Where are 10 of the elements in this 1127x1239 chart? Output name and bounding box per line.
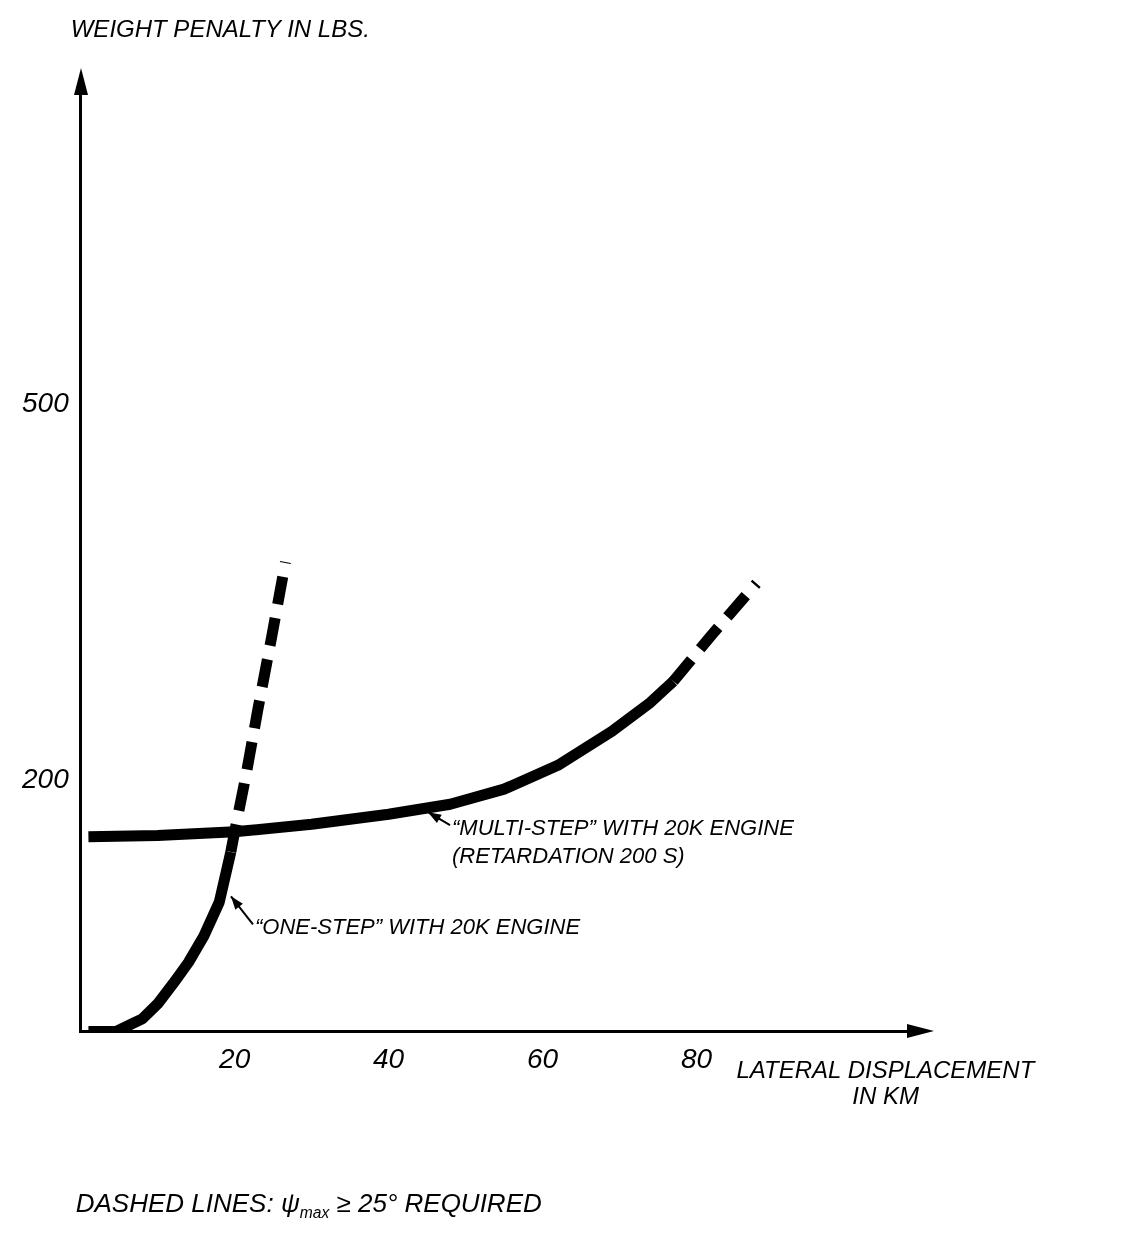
y-tick-label: 500: [22, 386, 70, 418]
y-tick-label: 200: [21, 763, 70, 795]
y-axis-title: WEIGHT PENALTY IN LBS.: [70, 14, 370, 42]
annotation: “MULTI-STEP” WITH 20K ENGINE (RETARDATION 200 S): [452, 815, 795, 869]
x-tick-label: 40: [373, 1043, 405, 1074]
annotation: “ONE-STEP” WITH 20K ENGINE: [254, 914, 581, 940]
x-axis-title: LATERAL DISPLACEMENT IN KM: [736, 1056, 1037, 1110]
x-tick-label: 80: [680, 1043, 713, 1074]
x-tick-label: 60: [526, 1043, 559, 1074]
x-tick-label: 20: [218, 1043, 251, 1074]
